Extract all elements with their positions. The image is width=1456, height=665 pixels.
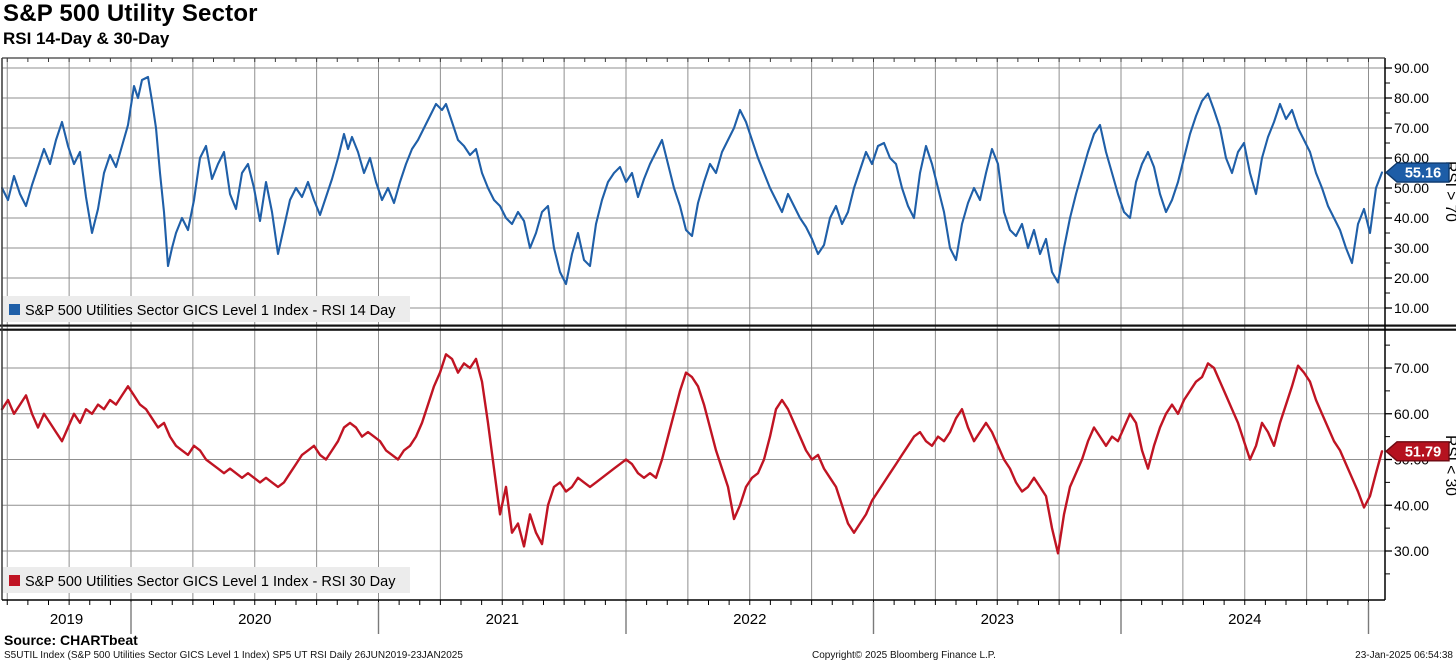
- chart-timestamp: 23-Jan-2025 06:54:38: [1355, 650, 1453, 661]
- ticker-description: S5UTIL Index (S&P 500 Utilities Sector G…: [4, 650, 463, 661]
- source-label: Source: CHARTbeat: [4, 632, 138, 648]
- y-axis-tick-label: 70.00: [1394, 120, 1429, 136]
- y-axis-tick-label: 30.00: [1394, 543, 1429, 559]
- rsi30-value-tag: 51.79: [1384, 441, 1450, 462]
- page-title: S&P 500 Utility Sector: [3, 0, 258, 27]
- legend-label: S&P 500 Utilities Sector GICS Level 1 In…: [25, 574, 396, 590]
- legend-label: S&P 500 Utilities Sector GICS Level 1 In…: [25, 303, 396, 319]
- rsi30-series-line: [0, 353, 1384, 555]
- y-axis-tick-label: 30.00: [1394, 240, 1429, 256]
- y-axis-tick-label: 90.00: [1394, 60, 1429, 76]
- last-value-text: 55.16: [1405, 166, 1441, 182]
- panel-rsi-14-day: S&P 500 Utilities Sector GICS Level 1 In…: [0, 60, 1456, 322]
- y-axis-tick-label: 20.00: [1394, 270, 1429, 286]
- y-axis-tick-label: 70.00: [1394, 360, 1429, 376]
- y-axis-tick-label: 10.00: [1394, 300, 1429, 316]
- rsi14-value-tag: 55.16: [1384, 162, 1450, 183]
- legend-swatch: [9, 575, 20, 586]
- last-value-text: 51.79: [1405, 444, 1441, 460]
- y-axis-tick-label: 80.00: [1394, 90, 1429, 106]
- copyright-notice: Copyright© 2025 Bloomberg Finance L.P.: [812, 650, 996, 661]
- panel-divider-top: [0, 324, 1456, 327]
- x-axis-year-label: 2022: [733, 611, 766, 628]
- x-axis-year-label: 2024: [1228, 611, 1261, 628]
- y-axis-tick-label: 40.00: [1394, 497, 1429, 513]
- x-axis-year-label: 2023: [981, 611, 1014, 628]
- rsi14-series-line: [0, 75, 1384, 286]
- legend-band: [2, 296, 410, 322]
- y-axis-tick-label: 40.00: [1394, 210, 1429, 226]
- legend-band: [2, 567, 410, 593]
- x-axis-year-label: 2021: [486, 611, 519, 628]
- y-axis-tick-label: 60.00: [1394, 406, 1429, 422]
- page-subtitle: RSI 14-Day & 30-Day: [3, 29, 170, 48]
- legend-swatch: [9, 304, 20, 315]
- x-axis-year-label: 2019: [50, 611, 83, 628]
- y-axis-tick-label: 50.00: [1394, 180, 1429, 196]
- panel-rsi-30-day: S&P 500 Utilities Sector GICS Level 1 In…: [0, 344, 1456, 593]
- y-axis-tick-label: 60.00: [1394, 150, 1429, 166]
- x-axis-year-label: 2020: [238, 611, 271, 628]
- panel-divider-bottom: [0, 328, 1456, 331]
